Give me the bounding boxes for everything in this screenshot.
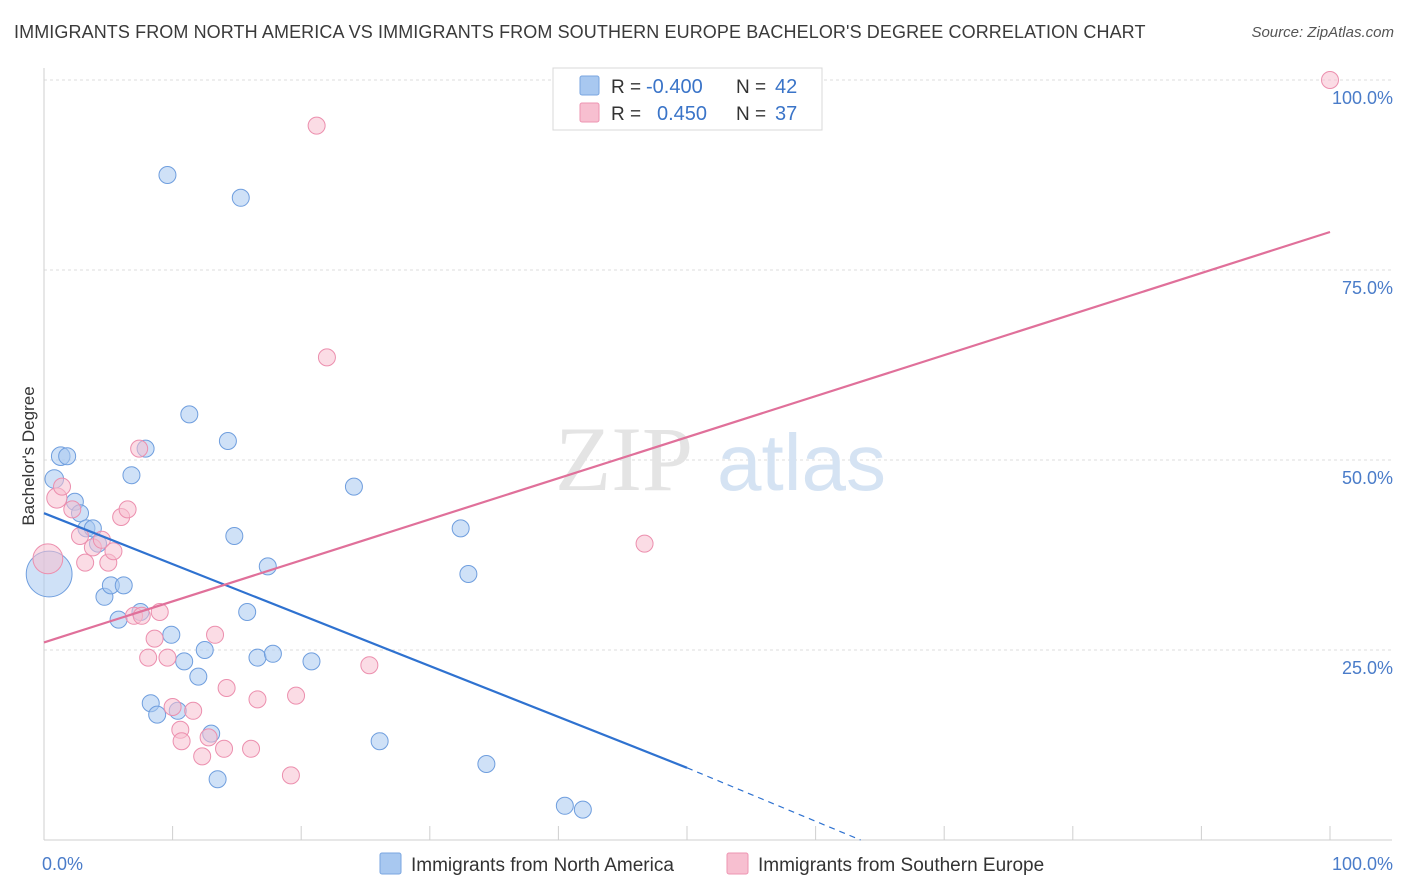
point-series-0-23 bbox=[189, 667, 208, 686]
legend-r-label-2: R = bbox=[611, 104, 641, 125]
y-tick-label-0: 25.0% bbox=[1342, 658, 1393, 678]
point-series-0-3 bbox=[58, 447, 77, 466]
y-tick-label-3: 100.0% bbox=[1332, 88, 1393, 108]
point-series-1-34 bbox=[360, 656, 379, 675]
grid-lines bbox=[44, 79, 1392, 651]
point-series-1-36 bbox=[1321, 71, 1339, 89]
point-series-1-30 bbox=[281, 766, 300, 785]
point-series-0-34 bbox=[302, 652, 321, 671]
point-series-0-24 bbox=[195, 641, 214, 659]
bottom-legend-swatch-southern-europe bbox=[726, 852, 749, 875]
point-series-0-19 bbox=[162, 625, 181, 644]
point-series-1-23 bbox=[193, 747, 212, 766]
point-series-0-18 bbox=[158, 166, 177, 184]
x-tick-label-1: 100.0% bbox=[1332, 854, 1393, 874]
point-series-0-40 bbox=[555, 796, 574, 815]
point-series-1-27 bbox=[217, 679, 236, 697]
watermark-atlas: atlas bbox=[717, 418, 886, 507]
point-series-1-29 bbox=[248, 690, 267, 709]
bottom-legend-label-southern-europe: Immigrants from Southern Europe bbox=[758, 855, 1044, 876]
legend-n-label-1: N = bbox=[736, 77, 766, 98]
y-tick-label-1: 50.0% bbox=[1342, 468, 1393, 488]
bottom-legend-label-north-america: Immigrants from North America bbox=[411, 855, 674, 876]
point-series-0-33 bbox=[263, 644, 282, 663]
point-series-1-28 bbox=[242, 739, 261, 758]
legend-n-label-2: N = bbox=[736, 104, 766, 125]
point-series-0-13 bbox=[122, 466, 141, 485]
point-series-1-3 bbox=[63, 500, 82, 519]
trend-line-1 bbox=[43, 230, 1331, 644]
legend-r-value-2: 0.450 bbox=[657, 103, 707, 125]
point-series-1-18 bbox=[158, 648, 177, 667]
legend-swatch-southern-europe bbox=[579, 102, 600, 123]
point-series-1-21 bbox=[172, 732, 191, 751]
watermark-zip: ZIP bbox=[555, 408, 693, 510]
point-series-0-28 bbox=[225, 527, 244, 545]
legend-n-value-2: 37 bbox=[775, 103, 797, 125]
point-series-1-9 bbox=[104, 542, 123, 561]
point-series-1-13 bbox=[130, 439, 149, 458]
point-series-0-30 bbox=[238, 603, 257, 621]
point-series-0-27 bbox=[218, 432, 237, 450]
point-series-1-32 bbox=[307, 116, 326, 135]
point-series-1-2 bbox=[53, 477, 72, 496]
tick-labels: 25.0% 50.0% 75.0% 100.0% 0.0% 100.0% bbox=[42, 88, 1393, 874]
source-label: Source: ZipAtlas.com bbox=[1251, 24, 1394, 41]
point-series-1-31 bbox=[287, 686, 306, 705]
scatter-points bbox=[25, 71, 1339, 819]
point-series-0-17 bbox=[148, 705, 167, 724]
point-series-1-5 bbox=[76, 553, 95, 572]
point-series-1-35 bbox=[635, 534, 654, 553]
point-series-0-39 bbox=[477, 755, 496, 773]
watermark: ZIP atlas bbox=[555, 408, 886, 510]
point-series-1-22 bbox=[184, 701, 203, 720]
point-series-0-35 bbox=[344, 477, 363, 496]
point-series-1-33 bbox=[317, 348, 336, 367]
point-series-0-26 bbox=[208, 770, 227, 789]
point-series-0-36 bbox=[370, 732, 389, 751]
axes bbox=[43, 68, 1392, 841]
point-series-0-21 bbox=[175, 652, 194, 671]
bottom-legend: Immigrants from North America Immigrants… bbox=[379, 852, 1044, 876]
point-series-0-11 bbox=[114, 576, 133, 595]
point-series-1-11 bbox=[118, 500, 137, 519]
point-series-0-31 bbox=[248, 648, 267, 667]
legend: R = -0.400 N = 42 R = 0.450 N = 37 bbox=[552, 67, 823, 131]
trend-line-extension-0 bbox=[686, 767, 861, 841]
point-series-1-0 bbox=[32, 543, 64, 575]
point-series-0-38 bbox=[459, 565, 478, 583]
point-series-0-37 bbox=[451, 519, 470, 538]
point-series-1-25 bbox=[206, 625, 225, 644]
legend-r-label-1: R = bbox=[611, 77, 641, 98]
x-tick-label-0: 0.0% bbox=[42, 854, 83, 874]
legend-swatch-north-america bbox=[579, 75, 600, 96]
point-series-0-41 bbox=[573, 800, 592, 819]
point-series-1-16 bbox=[145, 629, 164, 648]
legend-n-value-1: 42 bbox=[775, 76, 797, 98]
point-series-1-24 bbox=[199, 728, 218, 747]
trend-line-0 bbox=[43, 512, 688, 769]
point-series-1-15 bbox=[139, 648, 158, 667]
trend-lines bbox=[43, 230, 1331, 841]
legend-r-value-1: -0.400 bbox=[646, 76, 703, 98]
point-series-1-26 bbox=[215, 739, 234, 758]
y-axis-label: Bachelor's Degree bbox=[19, 386, 38, 525]
point-series-1-19 bbox=[163, 698, 182, 716]
bottom-legend-swatch-north-america bbox=[379, 852, 402, 875]
point-series-0-22 bbox=[180, 405, 199, 424]
point-series-0-29 bbox=[231, 188, 250, 207]
chart-title: IMMIGRANTS FROM NORTH AMERICA VS IMMIGRA… bbox=[14, 22, 1146, 42]
y-tick-label-2: 75.0% bbox=[1342, 278, 1393, 298]
